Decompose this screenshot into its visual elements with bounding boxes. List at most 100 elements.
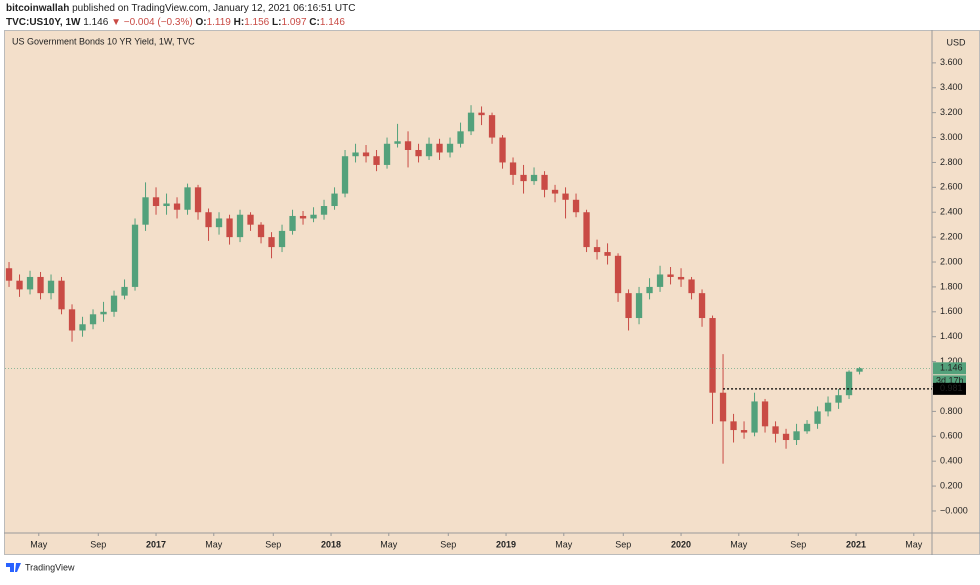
- candle-body: [5, 268, 13, 281]
- candle-body: [740, 430, 748, 433]
- last-price-label: 1.146: [940, 363, 963, 373]
- x-tick-label: Sep: [790, 539, 806, 549]
- brand: TradingView: [25, 562, 75, 572]
- candle-body: [709, 318, 716, 393]
- logo: [6, 563, 21, 572]
- l-label: L:: [272, 17, 281, 28]
- candle-body: [352, 152, 359, 157]
- h: 1.156: [244, 17, 269, 28]
- candle-body: [436, 143, 443, 153]
- candle-body: [299, 215, 307, 219]
- candle-body: [47, 280, 55, 294]
- candle-body: [509, 162, 517, 175]
- candle-body: [646, 286, 653, 294]
- c-label: C:: [309, 17, 320, 28]
- candle-body: [667, 274, 674, 277]
- header-line-1: bitcoinwallah published on TradingView.c…: [6, 3, 355, 14]
- candle-body: [278, 230, 286, 248]
- candle-body: [226, 218, 233, 238]
- y-tick-label: −0.000: [940, 505, 968, 515]
- x-tick-label: May: [205, 539, 223, 549]
- candle-body: [625, 293, 632, 319]
- candle-body: [310, 214, 317, 219]
- candle-body: [194, 187, 202, 213]
- candle-body: [173, 203, 181, 210]
- candle-body: [142, 197, 149, 225]
- candle-body: [425, 143, 433, 157]
- candle-body: [856, 368, 863, 372]
- o-label: O:: [195, 17, 206, 28]
- candle-body: [404, 141, 412, 150]
- candle-body: [341, 156, 349, 194]
- candle-body: [793, 431, 800, 441]
- candle-body: [320, 206, 328, 215]
- candle-body: [373, 156, 380, 165]
- y-tick-label: 2.200: [940, 232, 963, 242]
- y-tick-label: 1.400: [940, 331, 963, 341]
- candle-body: [604, 252, 611, 256]
- candle-body: [268, 237, 275, 248]
- x-tick-label: Sep: [90, 539, 106, 549]
- candle-body: [362, 152, 370, 157]
- candle-body: [845, 371, 853, 396]
- candle-body: [37, 276, 44, 294]
- candle-body: [16, 280, 23, 290]
- candle-body: [58, 280, 65, 310]
- author: bitcoinwallah: [6, 3, 69, 14]
- price-line-box: [933, 382, 966, 395]
- candle-body: [562, 193, 569, 200]
- candle-body: [89, 314, 97, 325]
- y-tick-label: 2.400: [940, 207, 963, 217]
- candle-body: [688, 279, 695, 294]
- candle-body: [635, 293, 643, 319]
- candle-body: [257, 224, 265, 238]
- h-label: H:: [234, 17, 245, 28]
- x-tick-label: May: [555, 539, 573, 549]
- candle-body: [236, 214, 244, 238]
- x-tick-label: May: [30, 539, 48, 549]
- candle-body: [184, 187, 191, 210]
- candle-body: [719, 392, 727, 422]
- y-tick-label: 2.000: [940, 256, 963, 266]
- candles: [5, 105, 863, 464]
- y-tick-label: 3.400: [940, 82, 963, 92]
- candle-body: [163, 203, 170, 207]
- candle-body: [457, 131, 464, 144]
- y-tick-label: 1.800: [940, 281, 963, 291]
- candle-body: [572, 199, 580, 213]
- y-tick-label: 0.400: [940, 456, 963, 466]
- plot-bg: [4, 30, 980, 555]
- countdown: 3d 17h: [936, 376, 964, 386]
- candle-body: [520, 174, 527, 182]
- candle-body: [730, 421, 737, 431]
- x-tick-label: Sep: [440, 539, 456, 549]
- candle-body: [583, 212, 590, 248]
- x-tick-label: Sep: [615, 539, 631, 549]
- y-tick-label: 0.800: [940, 406, 963, 416]
- x-tick-label: Sep: [265, 539, 281, 549]
- candle-body: [121, 286, 128, 296]
- candle-body: [26, 276, 34, 290]
- price-line-label: 0.981: [940, 383, 963, 393]
- candle-body: [289, 215, 296, 231]
- x-tick-label: May: [380, 539, 398, 549]
- candle-body: [478, 112, 485, 116]
- x-tick-label: 2021: [846, 539, 866, 549]
- candle-body: [331, 193, 338, 207]
- candle-body: [772, 426, 779, 434]
- y-tick-label: 1.600: [940, 306, 963, 316]
- candle-body: [131, 224, 139, 287]
- y-tick-label: 2.600: [940, 182, 963, 192]
- y-tick-label: 2.800: [940, 157, 963, 167]
- candle-body: [205, 212, 212, 228]
- candle-body: [698, 293, 706, 319]
- last: 1.146: [83, 17, 108, 28]
- candle-body: [541, 174, 548, 190]
- candle-body: [824, 402, 832, 412]
- candle-body: [551, 189, 559, 194]
- candle-body: [614, 255, 622, 294]
- o: 1.119: [207, 17, 232, 28]
- candle-body: [215, 218, 223, 228]
- candle-body: [782, 433, 790, 441]
